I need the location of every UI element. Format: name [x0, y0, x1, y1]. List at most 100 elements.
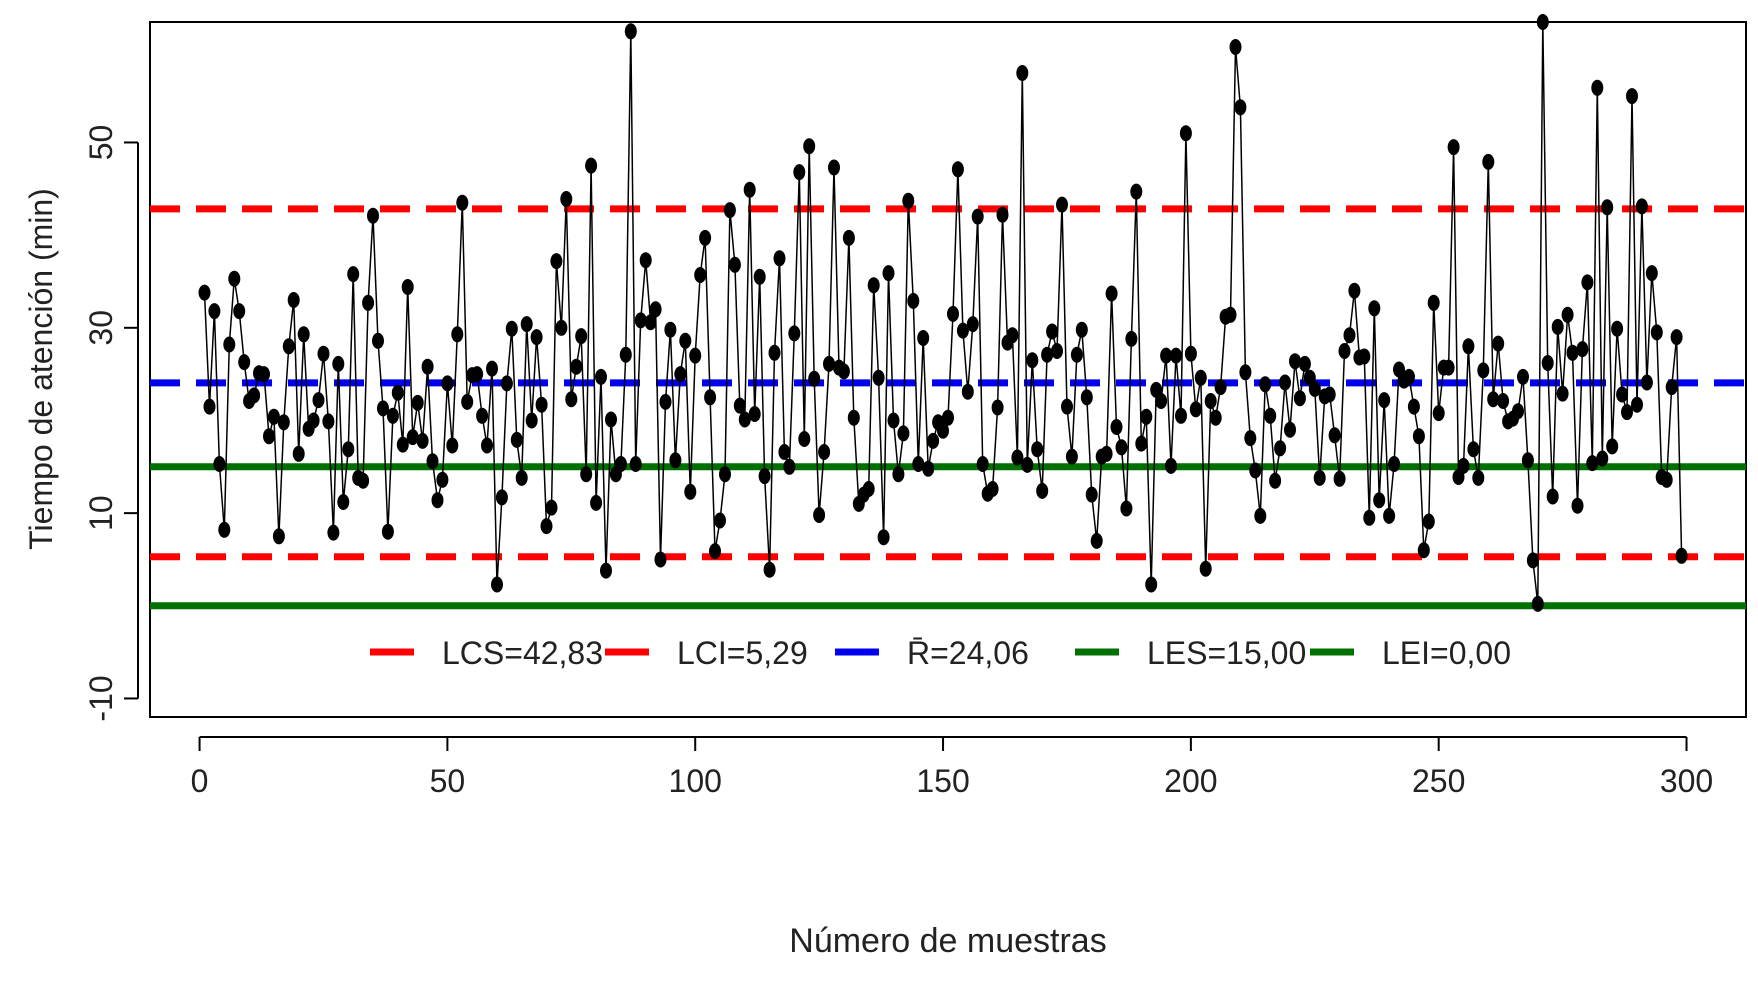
- data-point: [381, 523, 394, 540]
- data-point: [669, 452, 682, 469]
- data-point: [644, 314, 657, 331]
- y-tick-label: -10: [83, 675, 119, 721]
- data-point: [1546, 488, 1559, 505]
- data-point: [828, 159, 840, 176]
- data-point: [1189, 401, 1202, 418]
- data-point: [1090, 532, 1103, 549]
- data-point: [228, 270, 241, 287]
- data-point: [917, 330, 930, 346]
- data-point: [585, 157, 598, 174]
- data-point: [1036, 482, 1049, 499]
- data-point: [1338, 343, 1351, 359]
- data-point: [1269, 472, 1282, 489]
- data-point: [684, 483, 697, 500]
- data-point: [927, 432, 940, 449]
- data-point: [659, 393, 672, 410]
- x-tick-label: 0: [191, 763, 209, 799]
- data-point: [1006, 327, 1019, 344]
- data-point: [1135, 435, 1148, 452]
- data-point: [1631, 396, 1643, 413]
- data-point: [426, 453, 439, 470]
- x-tick-label: 50: [430, 763, 466, 799]
- data-point: [818, 444, 831, 460]
- data-point: [1492, 335, 1505, 352]
- data-point: [267, 408, 280, 425]
- data-point: [1313, 469, 1326, 486]
- data-point: [282, 338, 295, 355]
- data-point: [367, 207, 379, 224]
- data-point: [258, 366, 270, 383]
- data-point: [520, 316, 533, 333]
- data-point: [327, 524, 340, 541]
- data-point: [1264, 407, 1277, 424]
- data-point: [307, 412, 320, 429]
- data-point: [951, 161, 964, 178]
- data-point: [451, 326, 464, 343]
- data-point: [347, 266, 360, 283]
- data-point: [1551, 318, 1564, 335]
- data-point: [1145, 576, 1158, 593]
- data-point: [1422, 513, 1435, 530]
- data-point: [491, 576, 503, 593]
- data-point: [471, 366, 484, 383]
- data-point: [515, 469, 528, 486]
- data-point: [1085, 486, 1098, 503]
- data-point: [714, 512, 726, 529]
- data-point: [1333, 470, 1346, 487]
- data-point: [292, 445, 305, 462]
- data-point: [624, 23, 637, 40]
- y-tick-label: 50: [83, 125, 119, 161]
- data-point: [976, 456, 989, 472]
- data-point: [783, 458, 796, 475]
- data-point: [907, 292, 920, 309]
- data-point: [1626, 88, 1638, 105]
- data-point: [758, 468, 771, 485]
- data-point: [619, 346, 632, 363]
- data-point: [1512, 403, 1524, 420]
- legend-label-les: LES=15,00: [1147, 635, 1306, 671]
- data-point: [595, 368, 607, 385]
- data-point: [892, 466, 905, 483]
- data-point: [753, 268, 766, 285]
- data-point: [337, 494, 350, 510]
- data-point: [208, 303, 221, 320]
- data-point: [1070, 346, 1083, 363]
- data-point: [961, 383, 974, 400]
- data-point: [1531, 595, 1544, 612]
- data-point: [1368, 300, 1381, 317]
- data-point: [1521, 452, 1534, 469]
- data-point: [1477, 362, 1490, 379]
- data-point: [763, 561, 776, 578]
- data-point: [1125, 330, 1138, 347]
- data-point: [1388, 456, 1401, 472]
- data-point: [778, 444, 791, 460]
- data-point: [1289, 353, 1301, 370]
- data-point: [505, 320, 518, 337]
- data-point: [481, 437, 493, 454]
- data-point: [743, 181, 756, 198]
- data-point: [922, 460, 935, 477]
- data-point: [357, 472, 370, 489]
- data-point: [1343, 327, 1356, 344]
- data-point: [1536, 14, 1549, 30]
- data-point: [1591, 79, 1604, 96]
- data-point: [456, 194, 469, 211]
- data-point: [1239, 364, 1252, 381]
- data-point: [887, 412, 900, 429]
- data-point: [317, 345, 330, 362]
- data-point: [1184, 345, 1197, 362]
- data-point: [476, 407, 489, 424]
- data-point: [1194, 369, 1207, 386]
- data-point: [277, 414, 290, 431]
- data-point: [748, 406, 761, 422]
- data-point: [823, 355, 835, 372]
- data-point: [1175, 407, 1187, 424]
- data-point: [897, 425, 910, 442]
- data-point: [1576, 341, 1589, 358]
- data-point: [956, 322, 969, 339]
- data-point: [1373, 492, 1386, 509]
- data-point: [1645, 265, 1658, 282]
- data-point: [1611, 320, 1624, 337]
- data-point: [500, 375, 513, 392]
- axes-layer: 0 50 100 150 200 250 300 -10 10 30 50: [83, 125, 1713, 799]
